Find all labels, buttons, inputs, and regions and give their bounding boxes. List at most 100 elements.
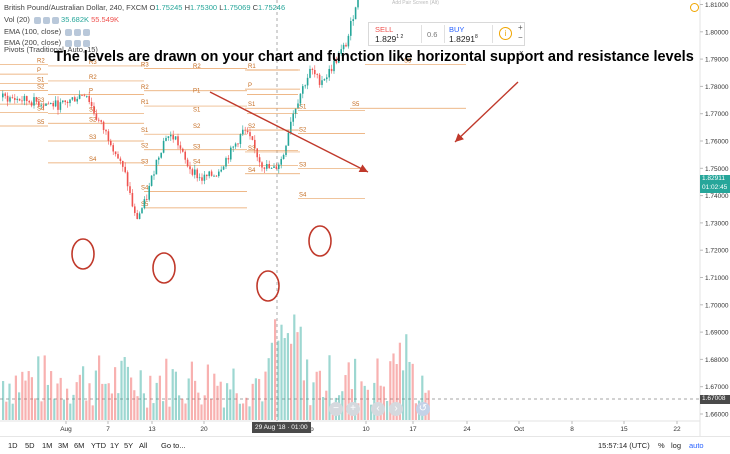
pivots-legend[interactable]: Pivots (Traditional, Auto, 15)	[4, 45, 98, 54]
price-tick-label: 1.73000	[705, 220, 729, 227]
buy-price-sup: 8	[475, 34, 478, 41]
candle-body	[98, 119, 100, 121]
candle-body	[268, 163, 270, 169]
settings-icon[interactable]	[74, 28, 82, 36]
candle-body	[143, 199, 146, 209]
candle-body	[11, 97, 14, 99]
log-toggle[interactable]: log	[671, 441, 682, 450]
candle-body	[174, 136, 177, 140]
price-axis-panel	[700, 0, 730, 436]
candle-body	[220, 169, 222, 172]
candle-body	[309, 68, 311, 78]
timeframe-ytd[interactable]: YTD	[91, 441, 106, 450]
gear-icon[interactable]	[690, 3, 699, 12]
pivot-level-label: S1	[299, 104, 307, 110]
price-tick-label: 1.72000	[705, 248, 729, 255]
pivot-level-label: R3	[89, 60, 97, 66]
chevron-down-icon[interactable]: ⌄	[518, 46, 525, 55]
candle-body	[153, 174, 155, 176]
volume-bar	[322, 396, 325, 420]
volume-bar	[133, 390, 136, 420]
buy-label[interactable]: BUY	[449, 25, 465, 34]
candle-body	[225, 158, 227, 167]
candle-body	[134, 206, 136, 213]
volume-bar	[165, 358, 168, 420]
pivot-level-label: S2	[89, 117, 97, 123]
pivot-level-label: S2	[141, 144, 149, 150]
volume-bar	[158, 375, 161, 420]
timeframe-5y[interactable]: 5Y	[124, 441, 134, 450]
zoom-in-button[interactable]: +	[346, 402, 360, 416]
settings-icon[interactable]	[74, 39, 82, 47]
symbol-legend[interactable]: British Pound/Australian Dollar, 240, FX…	[4, 3, 285, 12]
timeframe-3m[interactable]: 3M	[58, 441, 69, 450]
candle-body	[69, 99, 71, 104]
candle-body	[335, 60, 338, 63]
timeframe-1y[interactable]: 1Y	[110, 441, 120, 450]
volume-bar	[107, 383, 110, 420]
volume-bar	[187, 378, 190, 420]
ema200-legend[interactable]: EMA (200, close)	[4, 38, 91, 47]
close-icon[interactable]	[83, 28, 91, 36]
candle-body	[2, 93, 4, 98]
close-icon[interactable]	[51, 16, 59, 24]
volume-bar	[88, 383, 91, 420]
buy-price[interactable]: 1.82918	[449, 34, 478, 44]
timeframe-all[interactable]: All	[139, 441, 148, 450]
scroll-left-button[interactable]: ‹	[371, 402, 385, 416]
volume-bar	[363, 385, 366, 420]
annotation-arrow	[209, 91, 369, 173]
candle-body	[203, 174, 206, 181]
ema100-legend[interactable]: EMA (100, close)	[4, 27, 91, 36]
candle-body	[285, 145, 287, 155]
candle-body	[30, 102, 33, 106]
scroll-right-button[interactable]: ›	[389, 402, 403, 416]
pivot-level-label: S2	[37, 84, 45, 90]
candle-body	[311, 68, 314, 70]
volume-bar	[392, 353, 395, 420]
volume-bar	[50, 371, 53, 420]
volume-bar	[398, 342, 401, 420]
pivot-level-label: S3	[141, 160, 149, 166]
candle-body	[186, 159, 189, 167]
pivot-level-label: S5	[37, 120, 45, 126]
volume-bar	[226, 383, 229, 420]
pivot-level-label: R2	[141, 85, 149, 91]
candle-body	[237, 143, 239, 145]
zoom-out-button[interactable]: −	[329, 402, 343, 416]
volume-legend[interactable]: Vol (20) 35.682K 55.549K	[4, 15, 119, 24]
volume-bar	[120, 360, 123, 420]
timeframe-6m[interactable]: 6M	[74, 441, 85, 450]
candle-body	[278, 164, 280, 169]
percent-toggle[interactable]: %	[658, 441, 665, 450]
volume-bar	[251, 383, 254, 420]
goto-button[interactable]: Go to...	[161, 441, 186, 450]
eye-icon[interactable]	[65, 28, 73, 36]
timeframe-1d[interactable]: 1D	[8, 441, 18, 450]
settings-icon[interactable]	[42, 16, 50, 24]
close-icon[interactable]	[83, 39, 91, 47]
pivot-level-label: S2	[193, 124, 201, 130]
eye-icon[interactable]	[65, 39, 73, 47]
add-icon[interactable]: +	[518, 23, 523, 32]
candle-body	[33, 97, 35, 106]
auto-toggle[interactable]: auto	[689, 441, 704, 450]
eye-icon[interactable]	[33, 16, 41, 24]
timeframe-1m[interactable]: 1M	[42, 441, 53, 450]
ohlc-low-label: L	[219, 3, 224, 12]
candle-body	[150, 175, 153, 186]
timeframe-5d[interactable]: 5D	[25, 441, 35, 450]
info-icon[interactable]: i	[499, 27, 512, 40]
candle-body	[21, 100, 23, 102]
sell-price[interactable]: 1.8291 2	[375, 34, 403, 44]
time-tick-label: 24	[463, 426, 471, 433]
utc-clock[interactable]: 15:57:14 (UTC)	[598, 441, 650, 450]
pivot-level-label: S3	[193, 145, 201, 151]
volume-bar	[411, 363, 414, 420]
volume-bar	[347, 362, 350, 420]
reset-chart-icon[interactable]: ↺	[416, 402, 430, 416]
sell-label[interactable]: SELL	[375, 25, 394, 34]
candle-body	[316, 74, 318, 75]
minus-icon[interactable]: −	[518, 33, 523, 42]
